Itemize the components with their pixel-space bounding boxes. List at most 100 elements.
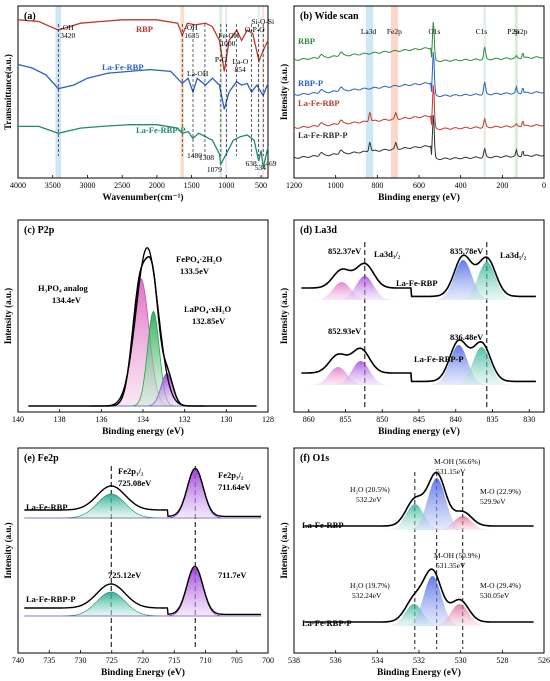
- panel-f-component-value: 532.24eV: [352, 591, 382, 600]
- panel-d-tick-label: 860: [303, 415, 315, 424]
- panel-e-peak-value: 725.12eV: [108, 570, 142, 580]
- panel-a-tick-label: 2500: [114, 181, 130, 190]
- panel-e-tick-label: 735: [43, 656, 55, 665]
- panel-a-ylabel: Transmittance(a.u.): [3, 54, 13, 130]
- panel-d-peak-value: 836.48eV: [450, 332, 484, 342]
- panel-b-legend: La-Fe-RBP-P: [298, 130, 348, 140]
- panel-c-peak-name: FePO₄·2H₂O: [176, 254, 223, 264]
- panel-d-xlabel: Binding energy (eV): [378, 426, 460, 437]
- panel-a-ann: 3420: [60, 31, 75, 40]
- panel-c-tick-label: 134: [137, 415, 149, 424]
- panel-c-tick-label: 130: [220, 415, 232, 424]
- panel-a-ann: Fe-OH: [218, 31, 239, 40]
- panel-c-peak-value: 133.5eV: [180, 266, 210, 276]
- panel-d-tick-label: 830: [523, 415, 535, 424]
- panel-e-tick-label: 700: [262, 656, 274, 665]
- panel-c-tick-label: 132: [179, 415, 191, 424]
- panel-a-ann: 1308: [199, 153, 214, 162]
- panel-a-ann: -OH: [60, 23, 74, 32]
- panel-d-component-peak: [301, 282, 536, 300]
- panel-a-ann: 1635: [184, 31, 199, 40]
- panel-d-envelope-line: [301, 339, 536, 383]
- panel-b-peak-label: O1s: [428, 27, 440, 36]
- panel-b: 1200 1000 800 600 400 200 0 La3d Fe2p O1s C1s P2pSi…: [279, 5, 546, 203]
- panel-d-envelope-line: [301, 254, 536, 298]
- panel-b-tick-label: 0: [542, 181, 546, 190]
- panel-f-tick-label: 532: [413, 656, 425, 665]
- panel-a-tick-label: 2000: [149, 181, 165, 190]
- panel-b-band: [483, 6, 486, 178]
- panel-c-peak-name: H₃PO₄ analog: [38, 283, 88, 293]
- panel-a-ann: 1480: [187, 151, 202, 160]
- panel-c-xlabel: Binding energy (eV): [102, 426, 184, 437]
- panel-a-ann: 534: [255, 163, 267, 172]
- panel-b-peak-label: La3d: [361, 27, 377, 36]
- panel-a-ann: 1079: [207, 165, 222, 174]
- panel-f-tick-label: 534: [371, 656, 383, 665]
- panel-e-tick-label: 725: [106, 656, 118, 665]
- panel-d-legend: La-Fe-RBP-P: [414, 354, 464, 364]
- panel-b-band: [365, 6, 374, 178]
- panel-d-legend: La-Fe-RBP: [396, 278, 438, 288]
- panel-e: 740 735 730 725 720 715 710 705 700 Fe2p₁/₂ 725.08…: [3, 447, 274, 678]
- panel-f-ylabel: Intensity (a.u.): [279, 522, 289, 578]
- panel-f-component-peak: [335, 478, 524, 530]
- panel-e-envelope-line: [24, 565, 262, 616]
- panel-a-tick-label: 4000: [10, 181, 26, 190]
- panel-d-peak-label: La3d₃/₂: [374, 249, 401, 259]
- panel-a-tick-label: 1000: [218, 181, 234, 190]
- panel-b-series-line: [293, 115, 545, 161]
- panel-e-legend: La-Fe-RBP-P: [26, 594, 76, 604]
- panel-f-component-peak: [335, 516, 524, 530]
- panel-b-ylabel: Intensity (a.u.): [279, 64, 289, 120]
- panel-a-tick-label: 3500: [45, 181, 61, 190]
- panel-f-component-value: 532.2eV: [356, 495, 382, 504]
- panel-a-tick-label: 1500: [184, 181, 200, 190]
- panel-b-series-line: [293, 85, 545, 131]
- panel-e-peak-value: 711.64eV: [218, 482, 252, 492]
- panel-f-component-label: M-O (22.9%): [480, 487, 521, 496]
- panel-c-tick-label: 136: [95, 415, 107, 424]
- panel-f-tick-label: 528: [496, 656, 508, 665]
- panel-b-band: [514, 6, 518, 178]
- panel-e-peak-label: Fe2p₃/₂: [218, 470, 244, 480]
- panel-f-component-value: 529.9eV: [480, 497, 506, 506]
- panel-f-component-label: H₂O (19.7%): [350, 581, 390, 590]
- panel-f-envelope-line: [304, 471, 534, 527]
- panel-c-tick-label: 140: [12, 415, 24, 424]
- panel-b-legend: La-Fe-RBP: [298, 98, 340, 108]
- panel-e-component-peak: [24, 567, 262, 617]
- panel-e-peak-value: 711.7eV: [218, 570, 247, 580]
- panel-b-peak-label: P2p: [507, 27, 519, 36]
- panel-a-ann: P-O: [215, 55, 228, 64]
- panel-f-tick-label: 536: [330, 656, 342, 665]
- panel-b-tick-label: 1200: [286, 181, 302, 190]
- panel-e-peak-value: 725.08eV: [118, 478, 152, 488]
- panel-b-legend: RBP: [298, 36, 315, 46]
- panel-d-peak-value: 852.93eV: [328, 326, 362, 336]
- panel-f-component-peak: [335, 576, 524, 626]
- panel-a-legend: La-Fe-RBP-P: [136, 125, 186, 135]
- panel-d-peak-label: La3d₅/₂: [500, 250, 527, 260]
- panel-a-ann: 854: [234, 65, 246, 74]
- panel-f-legend: La-Fe-RBP-P: [302, 618, 352, 628]
- panel-a-ann: -OH: [184, 23, 198, 32]
- panel-d-component-peak: [301, 367, 536, 385]
- panel-e-envelope-line: [24, 467, 262, 518]
- panel-b-peak-label: C1s: [476, 27, 488, 36]
- panel-b-peak-label: Si2p: [514, 27, 528, 36]
- panel-c-title: (c) P2p: [24, 225, 55, 236]
- panel-d-component-peak: [301, 347, 536, 385]
- panel-d-ylabel: Intensity (a.u.): [279, 288, 289, 344]
- panel-e-title: (e) Fe2p: [24, 453, 59, 464]
- panel-a-tick-label: 3000: [79, 181, 95, 190]
- panel-c: 140 138 136 134 132 130 128 H₃PO₄ analog 134.4eV…: [3, 219, 274, 437]
- panel-f-tick-label: 538: [288, 656, 300, 665]
- panel-e-ylabel: Intensity (a.u.): [3, 522, 13, 578]
- panel-e-legend: La-Fe-RBP: [26, 502, 68, 512]
- panel-b-series-line: [293, 52, 545, 98]
- panel-f-component-value: 531.15eV: [436, 467, 466, 476]
- panel-b-tick-label: 200: [496, 181, 508, 190]
- panel-a-series-line: [18, 124, 269, 168]
- panel-b-peak-label: Fe2p: [387, 27, 402, 36]
